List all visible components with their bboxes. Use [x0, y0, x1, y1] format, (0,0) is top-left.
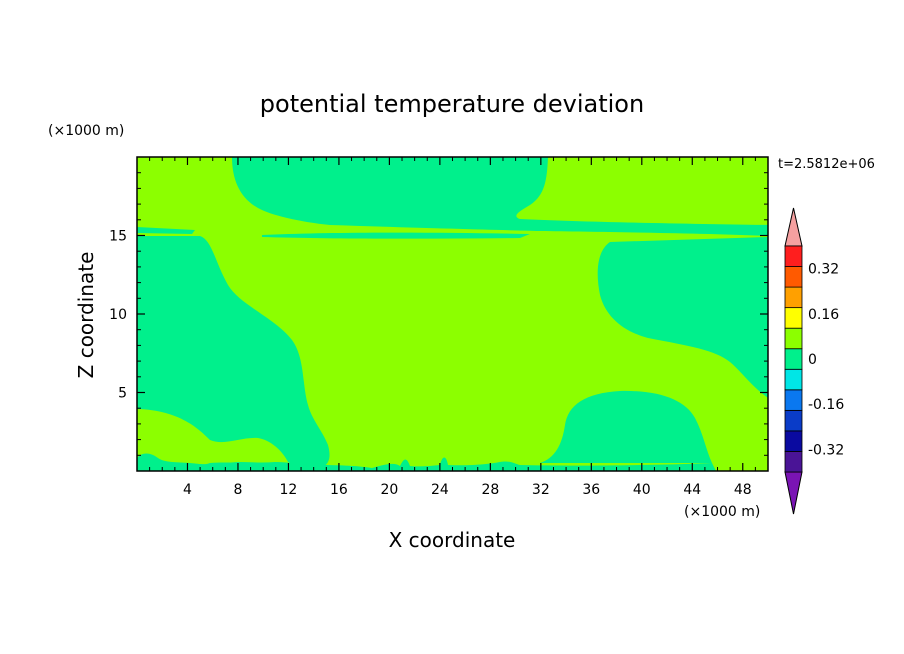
- colorbar-over-triangle: [784, 207, 803, 247]
- region-right-lower: [540, 390, 712, 463]
- colorbar-segment: [784, 451, 803, 473]
- colorbar-segment: [784, 245, 803, 267]
- x-tick-label: 8: [233, 482, 242, 498]
- colorbar-segment: [784, 327, 803, 350]
- y-axis-unit: (×1000 m): [48, 123, 124, 139]
- region-bottom-strip: [137, 453, 716, 471]
- region-left-column: [137, 236, 330, 470]
- y-ticks: 5 10 15: [109, 172, 768, 456]
- y-axis-title: Z coordinate: [74, 252, 98, 379]
- colorbar-segment: [784, 348, 803, 370]
- region-filament-mid: [262, 232, 530, 239]
- x-axis-unit: (×1000 m): [684, 504, 760, 520]
- x-tick-label: 20: [380, 482, 398, 498]
- colorbar: -0.32 -0.16 0 0.16 0.32: [784, 207, 844, 515]
- colorbar-tick-label: 0.16: [808, 307, 839, 323]
- colorbar-segment: [784, 266, 803, 288]
- colorbar-tick-label: 0.32: [808, 262, 839, 278]
- colorbar-under-triangle: [784, 471, 803, 515]
- colorbar-segment: [784, 389, 803, 411]
- x-tick-label: 36: [582, 482, 600, 498]
- colorbar-tick-label: -0.32: [808, 442, 844, 458]
- x-ticks: 4 8 12 16 20 24 28 32 36 40 44 48: [149, 157, 756, 498]
- colorbar-tick-label: -0.16: [808, 397, 844, 413]
- region-right-upper: [597, 237, 768, 398]
- x-axis-title: X coordinate: [389, 528, 516, 552]
- x-tick-label: 32: [532, 482, 550, 498]
- colorbar-segment: [784, 286, 803, 309]
- x-tick-label: 48: [734, 482, 752, 498]
- x-tick-label: 16: [330, 482, 348, 498]
- y-tick-label: 15: [109, 229, 127, 245]
- colorbar-segment: [784, 409, 803, 432]
- colorbar-segment: [784, 307, 803, 329]
- x-tick-label: 44: [683, 482, 701, 498]
- region-filament-left: [137, 227, 195, 234]
- colorbar-segment: [784, 368, 803, 391]
- x-tick-label: 24: [431, 482, 449, 498]
- x-tick-label: 4: [183, 482, 192, 498]
- x-tick-label: 40: [633, 482, 651, 498]
- time-label: t=2.5812e+06: [778, 157, 875, 172]
- colorbar-tick-label: 0: [808, 352, 817, 368]
- chart-title: potential temperature deviation: [260, 90, 644, 118]
- y-tick-label: 10: [109, 307, 127, 323]
- x-tick-label: 12: [280, 482, 298, 498]
- region-upper-band: [232, 157, 768, 236]
- x-tick-label: 28: [481, 482, 499, 498]
- colorbar-segment: [784, 430, 803, 452]
- y-tick-label: 5: [118, 386, 127, 402]
